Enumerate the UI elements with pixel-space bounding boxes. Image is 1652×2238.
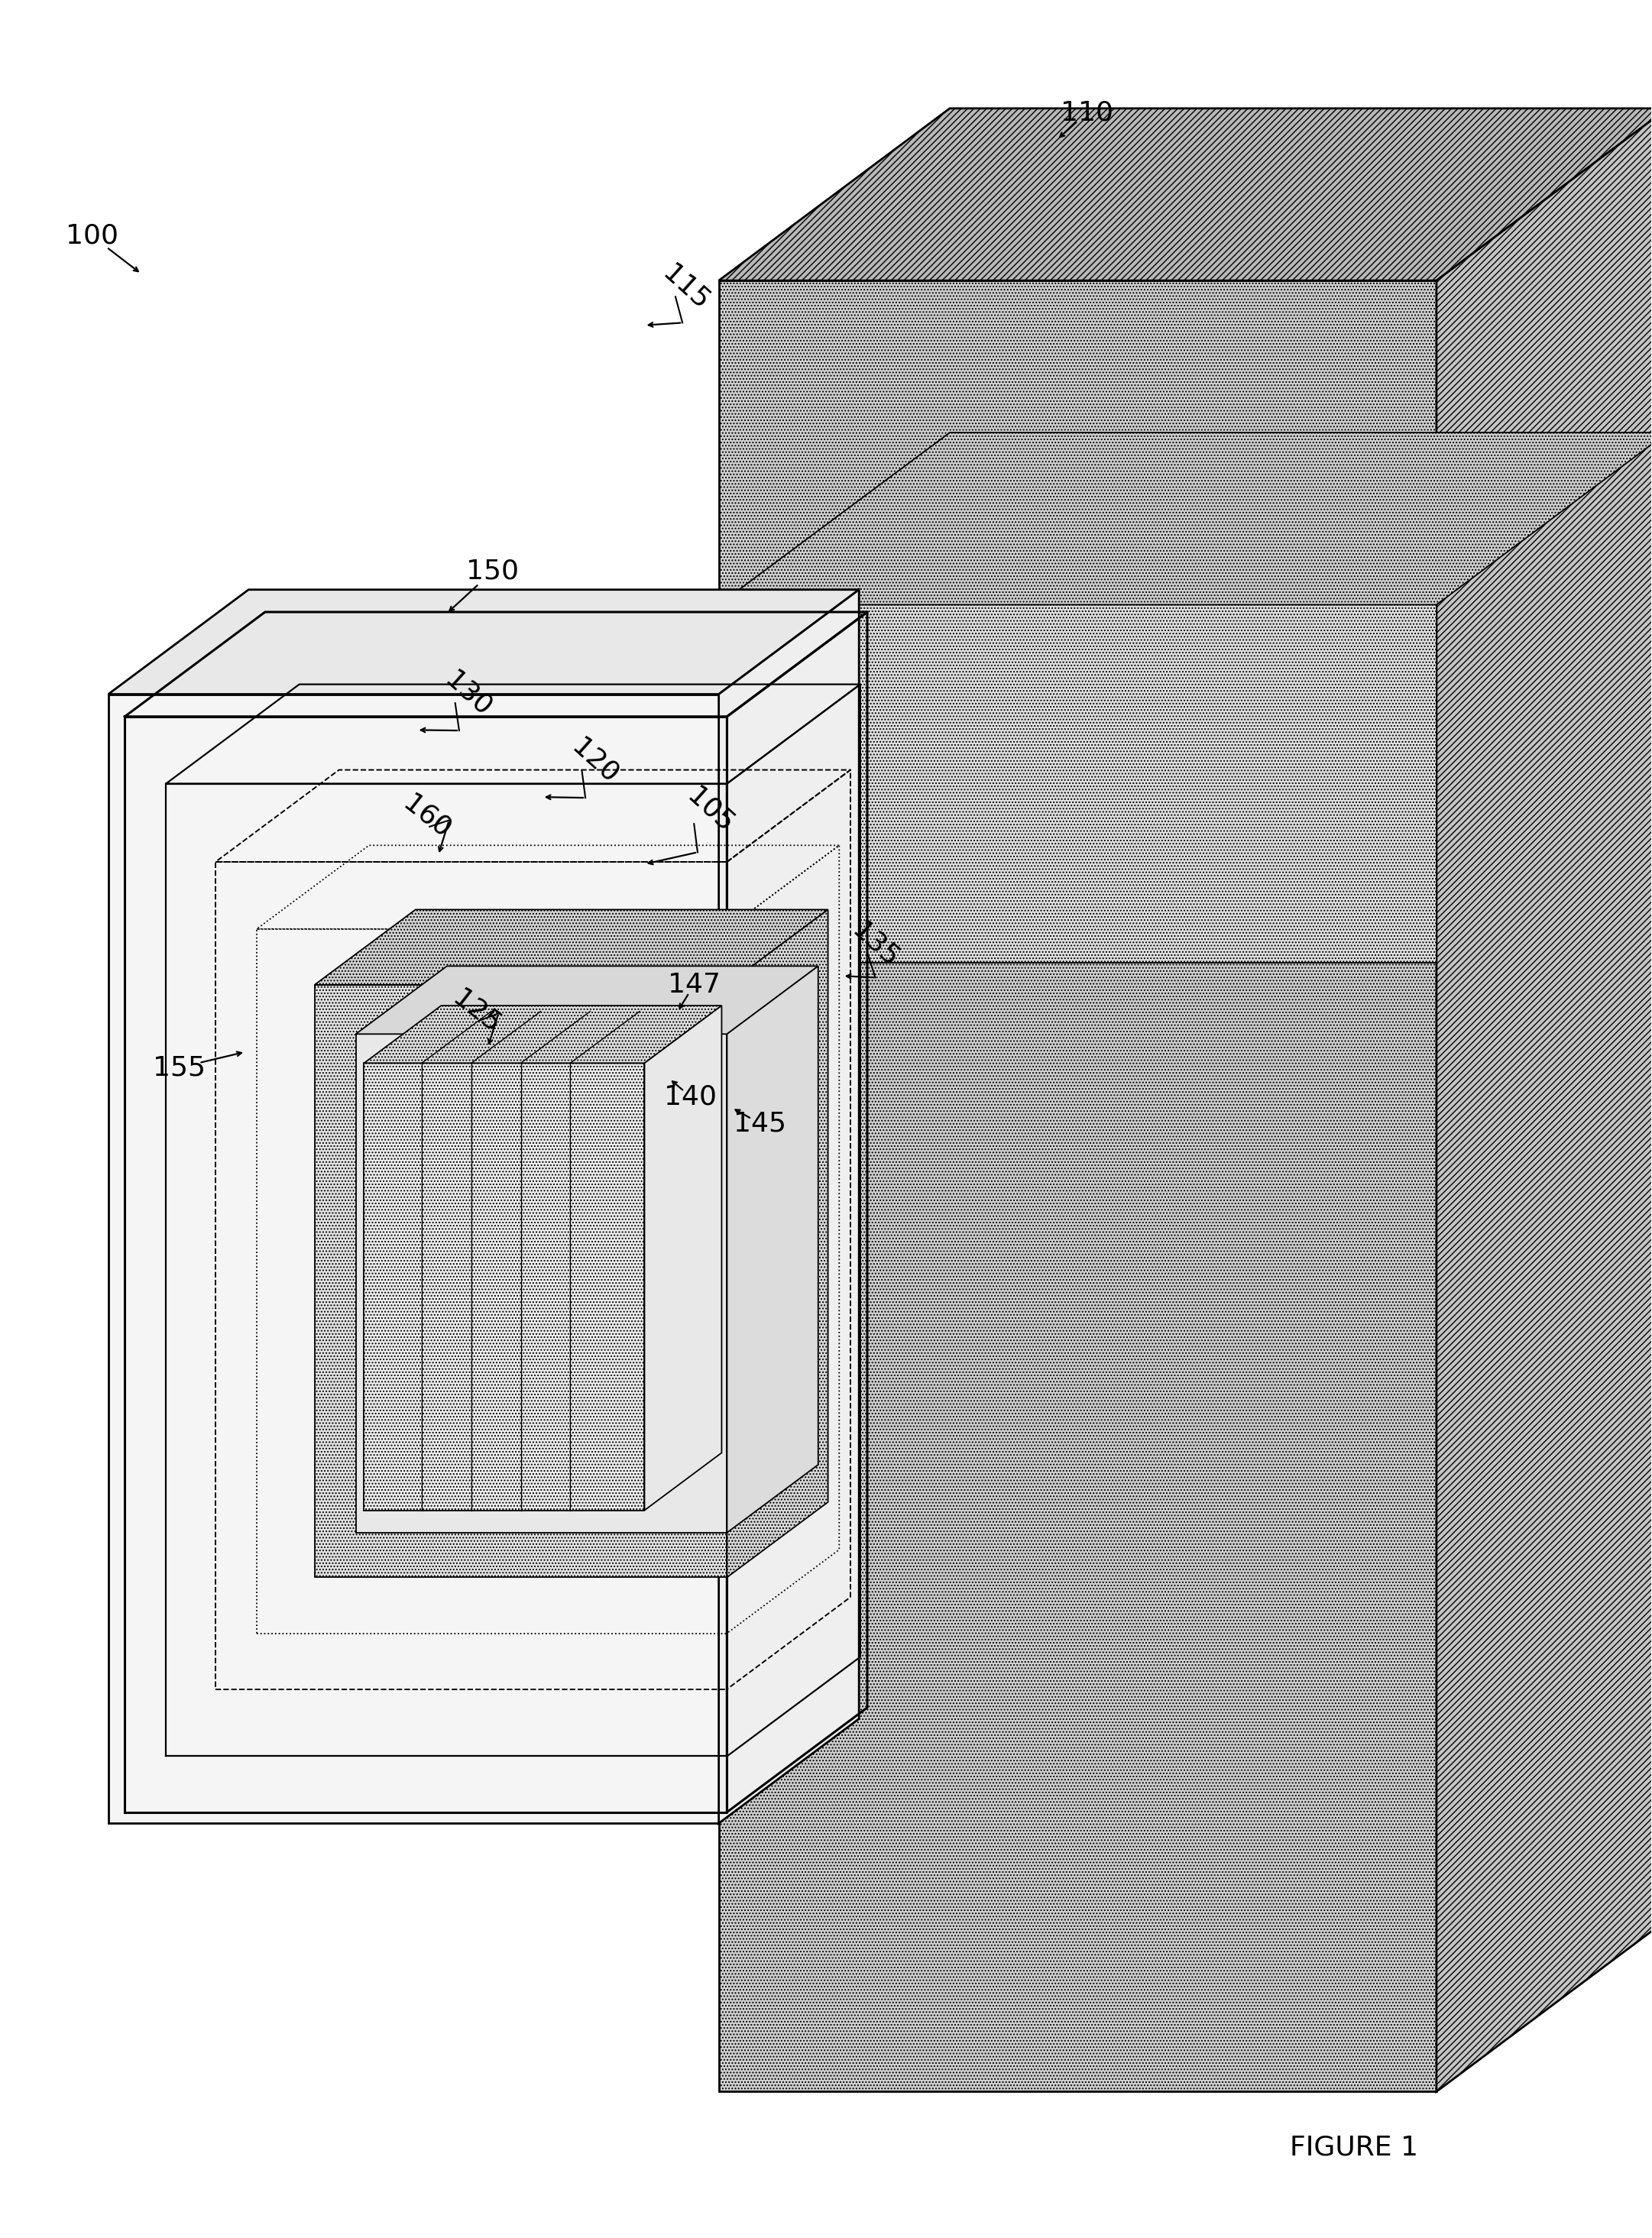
Polygon shape xyxy=(1437,107,1652,2093)
Polygon shape xyxy=(727,909,828,1578)
Text: 140: 140 xyxy=(664,1083,717,1110)
Polygon shape xyxy=(355,967,818,1034)
Text: 150: 150 xyxy=(466,557,519,584)
Polygon shape xyxy=(719,280,1437,2093)
Polygon shape xyxy=(314,909,828,985)
Text: 135: 135 xyxy=(847,918,904,971)
Polygon shape xyxy=(109,694,719,1824)
Text: FIGURE 1: FIGURE 1 xyxy=(1290,2135,1417,2160)
Text: 115: 115 xyxy=(657,260,714,316)
Polygon shape xyxy=(355,1034,727,1533)
Text: 147: 147 xyxy=(667,971,720,998)
Polygon shape xyxy=(727,967,818,1533)
Polygon shape xyxy=(719,107,1652,280)
Polygon shape xyxy=(314,985,727,1578)
Text: 105: 105 xyxy=(682,783,738,837)
Text: 155: 155 xyxy=(154,1054,205,1081)
Text: 100: 100 xyxy=(66,224,119,248)
Polygon shape xyxy=(719,589,859,1824)
Text: 130: 130 xyxy=(439,667,496,721)
Text: 160: 160 xyxy=(398,790,456,844)
Polygon shape xyxy=(719,432,1652,604)
Text: 120: 120 xyxy=(567,734,623,788)
Polygon shape xyxy=(363,1005,722,1063)
Text: 145: 145 xyxy=(733,1110,786,1137)
Polygon shape xyxy=(719,604,1437,962)
Polygon shape xyxy=(109,589,859,694)
Text: 110: 110 xyxy=(1061,101,1113,125)
Polygon shape xyxy=(363,1063,644,1511)
Polygon shape xyxy=(644,1005,722,1511)
Text: 125: 125 xyxy=(448,985,506,1038)
